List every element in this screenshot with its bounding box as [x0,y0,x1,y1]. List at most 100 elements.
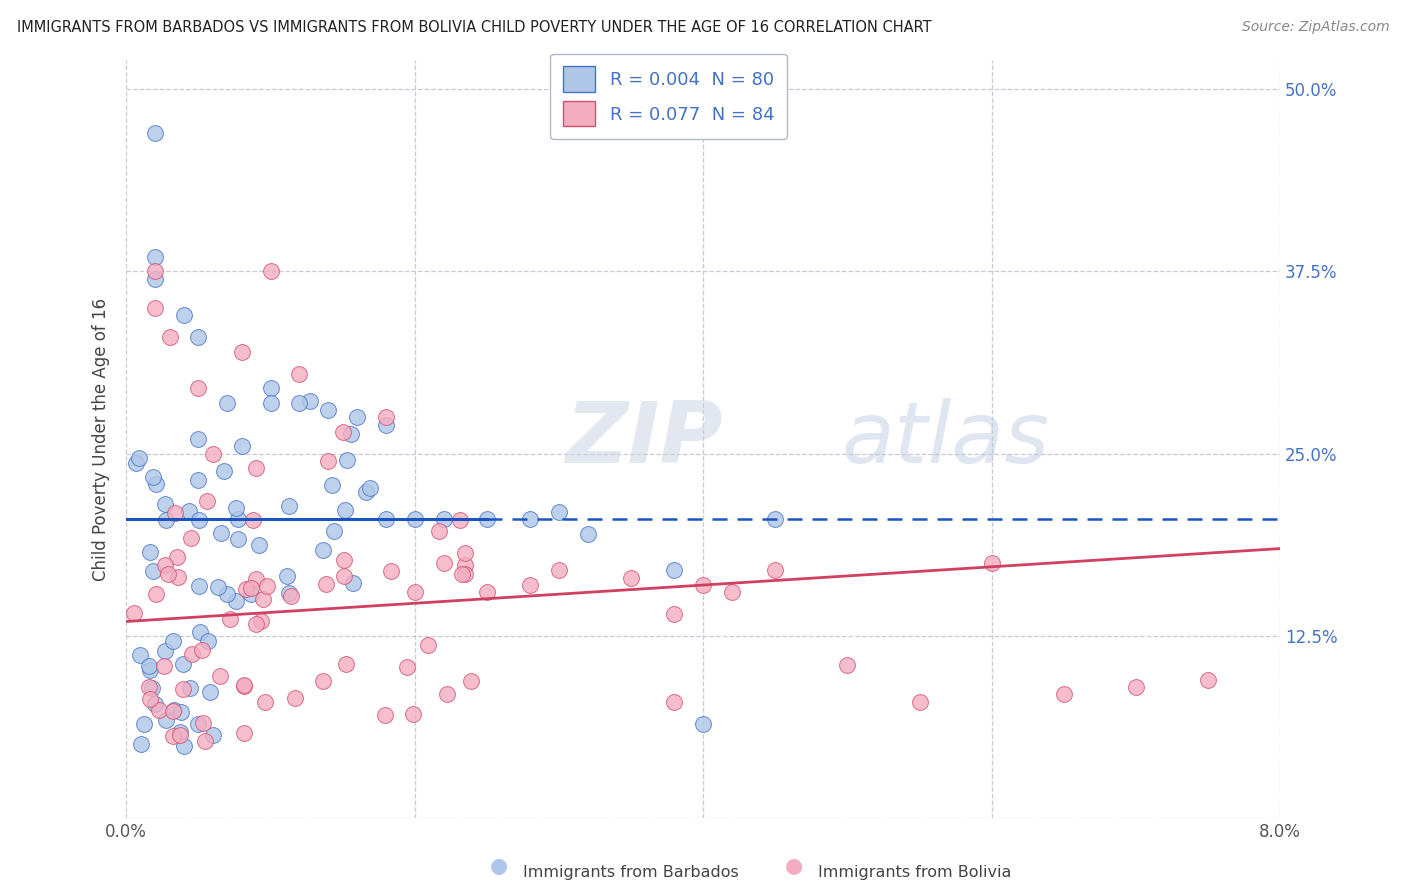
Point [187,381,209,395]
Point [162,634,184,648]
Point [315,576,337,591]
Point [197,494,219,508]
Point [143,250,166,264]
Point [259,264,281,278]
Point [254,695,277,709]
Point [335,657,357,672]
Point [908,695,931,709]
Text: ZIP: ZIP [565,398,723,481]
Point [159,330,181,344]
Point [316,403,339,417]
Point [172,682,194,697]
Point [332,425,354,439]
Point [519,512,541,526]
Point [128,648,150,662]
Point [166,570,188,584]
Point [1125,680,1147,694]
Point [143,698,166,712]
Point [197,634,219,648]
Point [145,477,167,491]
Point [139,692,162,706]
Point [475,585,498,599]
Point [247,538,270,552]
Point [449,513,471,527]
Point [188,625,211,640]
Point [664,607,686,622]
Point [209,525,232,540]
Point [284,690,307,705]
Point [432,512,454,526]
Point [143,264,166,278]
Point [173,308,195,322]
Point [322,524,344,538]
Point [460,673,482,688]
Point [763,564,786,578]
Point [166,549,188,564]
Point [333,553,356,567]
Point [143,126,166,140]
Point [1197,673,1219,687]
Point [288,367,311,381]
Point [217,395,239,409]
Point [278,499,301,513]
Point [153,558,176,572]
Point [277,586,299,600]
Point [242,513,264,527]
Point [245,572,267,586]
Legend: R = 0.004  N = 80, R = 0.077  N = 84: R = 0.004 N = 80, R = 0.077 N = 84 [550,54,787,139]
Point [225,594,247,608]
Point [453,558,475,572]
Point [207,580,229,594]
Point [187,579,209,593]
Point [276,569,298,583]
Point [1053,688,1076,702]
Point [143,301,166,315]
Point [245,617,267,632]
Point [692,578,714,592]
Text: Source: ZipAtlas.com: Source: ZipAtlas.com [1241,20,1389,34]
Point [664,695,686,709]
Point [620,571,643,585]
Point [256,578,278,592]
Point [180,532,202,546]
Point [153,643,176,657]
Point [250,614,273,628]
Point [128,450,150,465]
Point [288,395,311,409]
Point [416,638,439,652]
Point [156,567,179,582]
Point [187,473,209,487]
Point [404,585,426,599]
Point [198,684,221,698]
Point [179,681,201,696]
Point [190,642,212,657]
Point [187,432,209,446]
Point [155,713,177,727]
Point [163,506,186,520]
Point [141,681,163,695]
Point [125,456,148,470]
Point [763,512,786,526]
Point [228,512,250,526]
Point [212,464,235,478]
Point [374,512,396,526]
Point [342,575,364,590]
Point [148,702,170,716]
Point [374,410,396,425]
Text: Immigrants from Barbados: Immigrants from Barbados [523,865,738,880]
Point [145,587,167,601]
Point [232,679,254,693]
Point [454,566,477,581]
Point [321,478,343,492]
Point [427,524,450,538]
Point [259,395,281,409]
Point [354,484,377,499]
Point [187,330,209,344]
Point [209,669,232,683]
Point [138,680,160,694]
Point [374,417,396,432]
Point [436,687,458,701]
Point [163,703,186,717]
Point [980,556,1002,570]
Text: ●: ● [786,856,803,876]
